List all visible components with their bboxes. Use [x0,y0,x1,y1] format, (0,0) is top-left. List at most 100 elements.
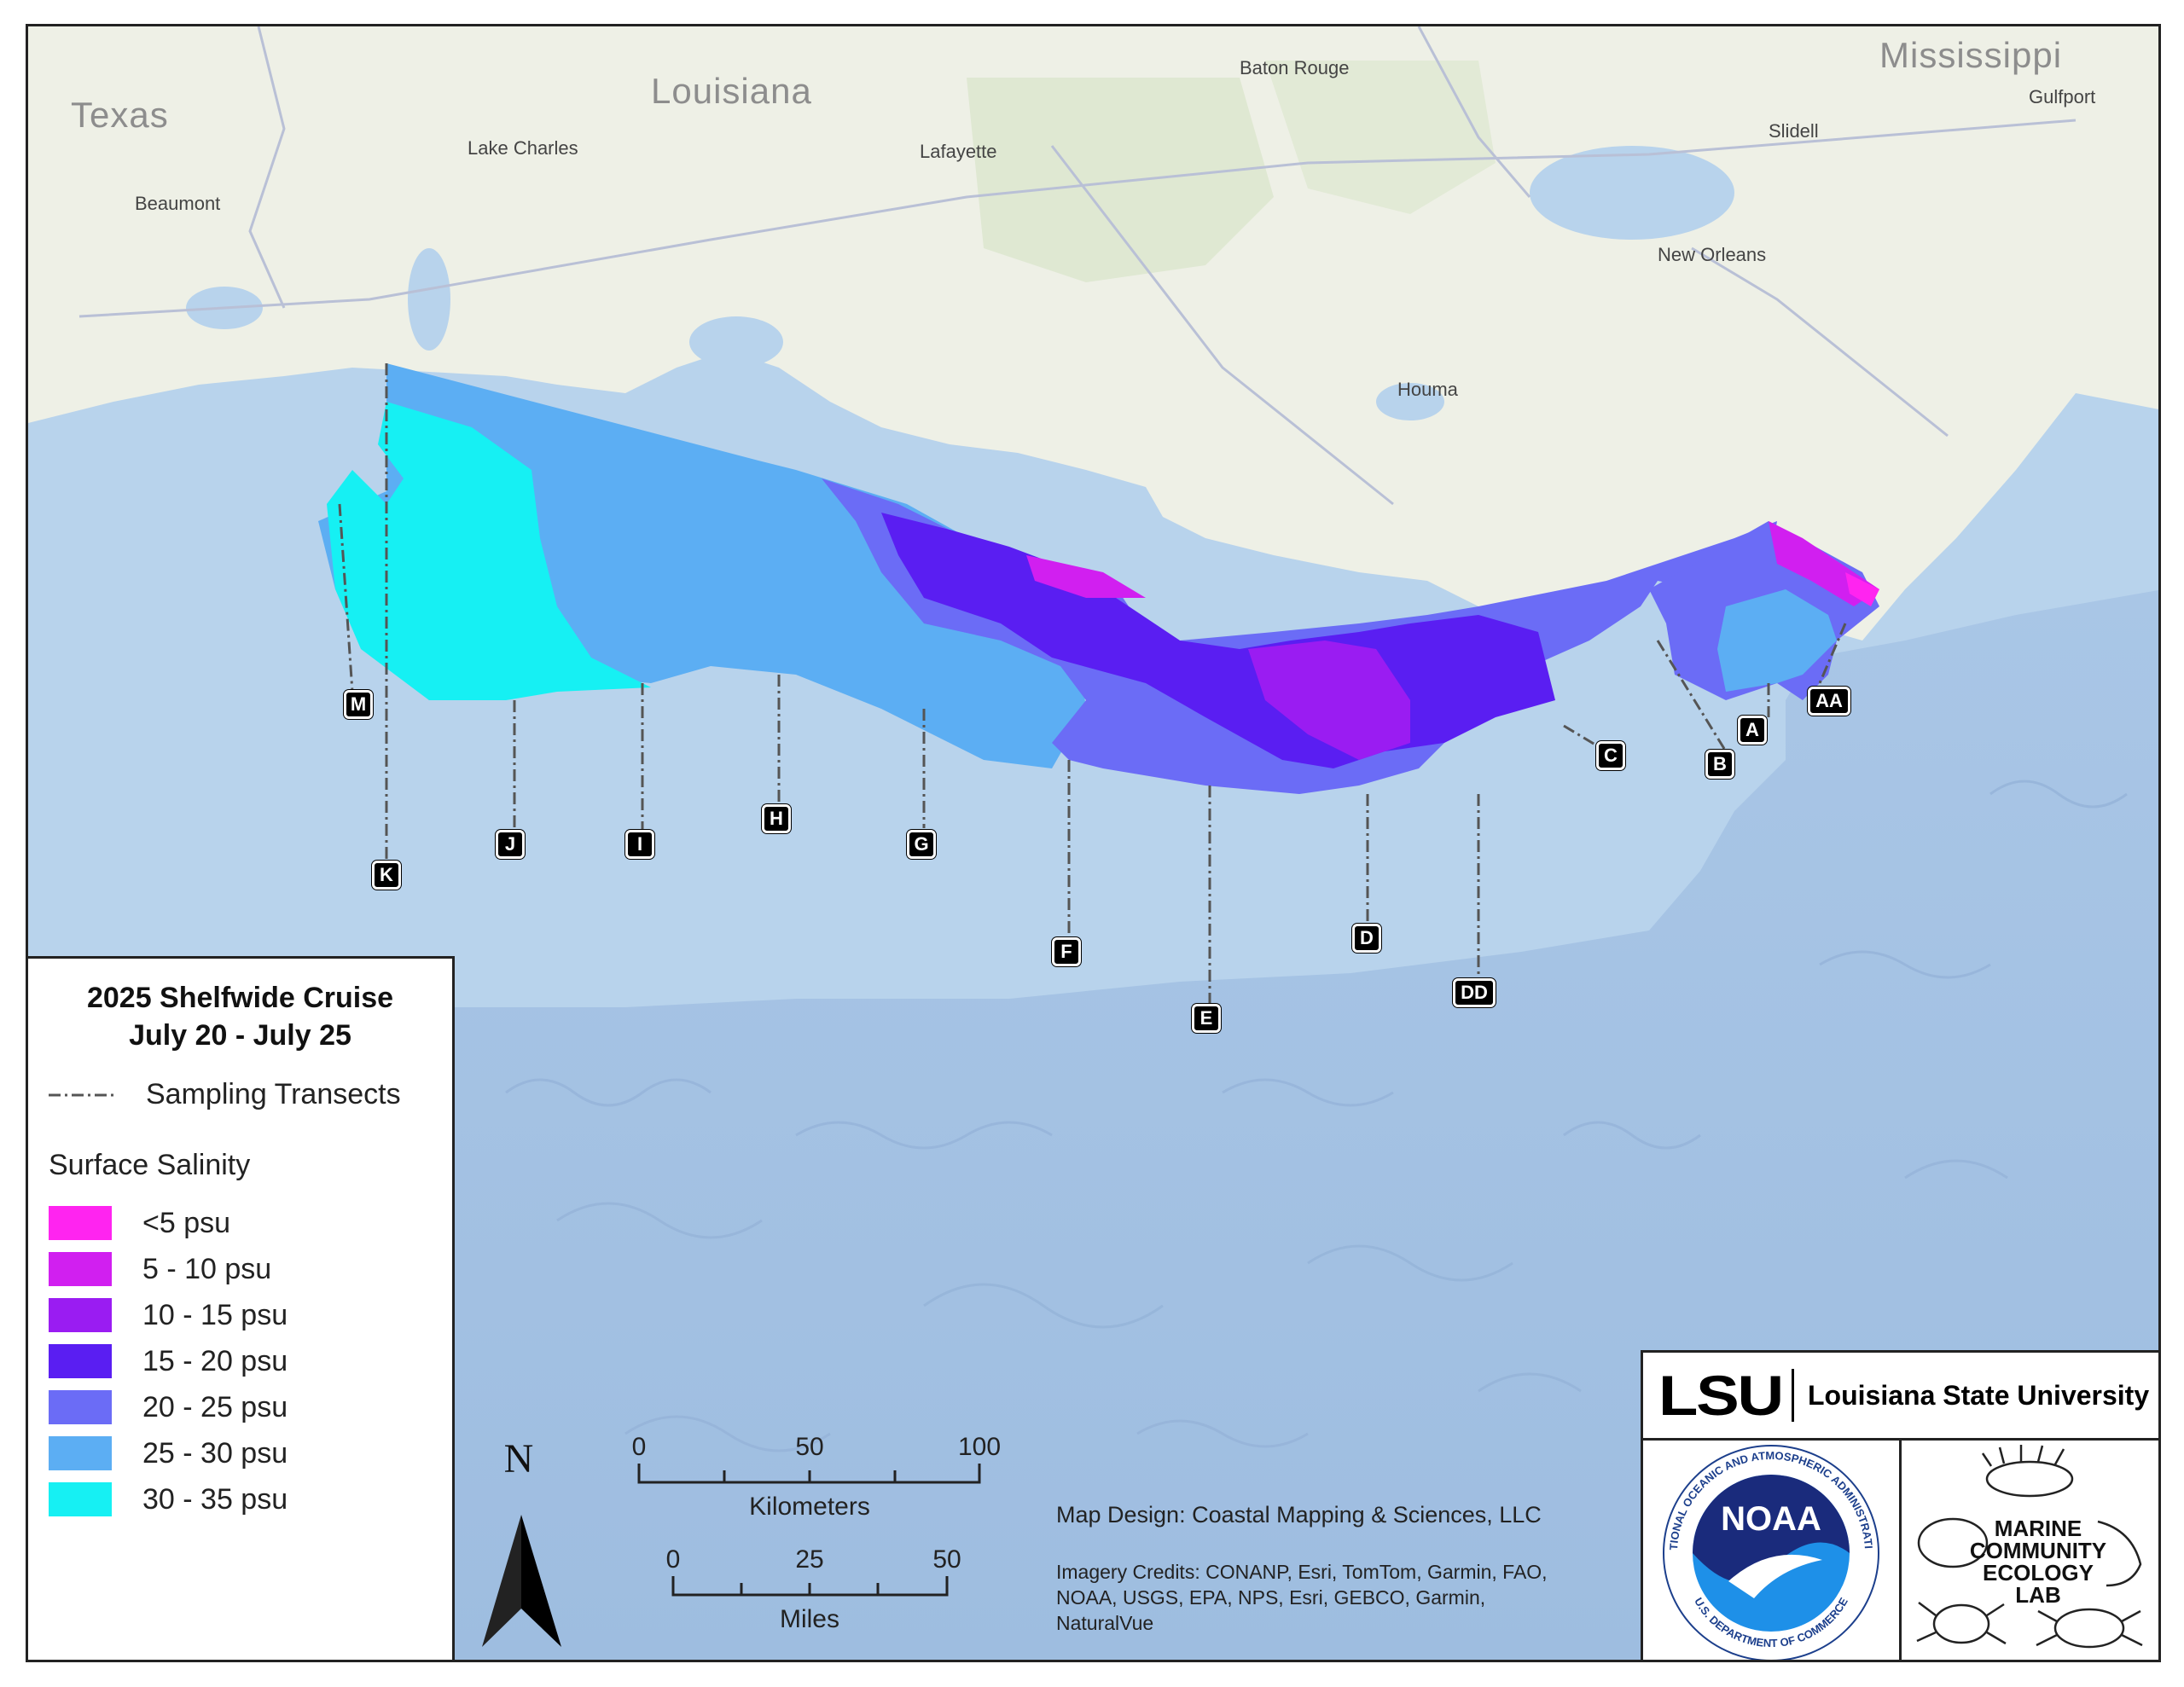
legend-swatch [49,1298,112,1332]
legend-classes: <5 psu 5 - 10 psu 10 - 15 psu 15 - 20 ps… [49,1206,432,1516]
legend-label: <5 psu [142,1206,231,1239]
transect-label-b[interactable]: B [1705,750,1734,779]
place-label-houma: Houma [1397,379,1458,400]
land-vegetation [967,78,1274,282]
lake-pontchartrain [1530,146,1734,240]
legend-swatch [49,1482,112,1516]
place-label-texas: Texas [71,95,169,135]
logo-panel: LSU Louisiana State University NATIONAL … [1639,1350,2158,1660]
mi-tick-label: 50 [932,1545,961,1574]
legend-title-line2: July 20 - July 25 [129,1019,351,1052]
salinity-30-35 [327,402,651,700]
place-label-beaumont: Beaumont [135,193,221,214]
place-label-slidell: Slidell [1769,120,1819,142]
map-frame[interactable]: Texas Louisiana Mississippi Baton Rouge … [26,24,2161,1662]
lsu-name: Louisiana State University [1808,1379,2150,1411]
transect-label-h[interactable]: H [762,804,791,833]
transect-label-k[interactable]: K [372,861,401,890]
legend-label: 25 - 30 psu [142,1436,288,1470]
transect-label-dd[interactable]: DD [1453,978,1496,1007]
transect-label-g[interactable]: G [907,830,936,859]
km-label: Kilometers [749,1493,870,1521]
transect-label-a[interactable]: A [1738,716,1767,745]
lake [1376,383,1444,420]
salinity-25-30-east [1717,589,1837,692]
transect-lines [338,363,1847,1007]
salinity-20-25 [822,478,1777,794]
transect-label-c[interactable]: C [1596,741,1625,770]
legend-label: 30 - 35 psu [142,1482,288,1516]
place-label-gulfport: Gulfport [2029,86,2096,107]
north-arrow-icon: N [482,1436,561,1647]
roads-rivers [78,26,2077,506]
map-design-credit: Map Design: Coastal Mapping & Sciences, … [1056,1502,1542,1528]
legend-label: 20 - 25 psu [142,1390,288,1423]
lsu-logo[interactable]: LSU Louisiana State University [1643,1353,2158,1441]
map-credits: Map Design: Coastal Mapping & Sciences, … [1056,1502,1653,1636]
lsu-divider [1792,1369,1794,1422]
mcel-line3: ECOLOGY [1983,1560,2094,1586]
seafloor-texture [505,780,2128,1452]
legend-item: 30 - 35 psu [49,1482,432,1516]
place-label-lake-charles: Lake Charles [468,137,578,159]
salinity-10-15 [1248,641,1410,760]
transect-key: Sampling Transects [49,1078,432,1111]
transect-label-aa[interactable]: AA [1808,687,1850,716]
legend-swatch [49,1252,112,1286]
transect-line-symbol [49,1093,117,1096]
salinity-header: Surface Salinity [49,1149,251,1181]
salinity-lt5-east [1845,572,1879,606]
legend-item: 5 - 10 psu [49,1252,432,1286]
mcel-logo[interactable]: MARINE COMMUNITY ECOLOGY LAB [1902,1441,2158,1660]
scale-bar: 0 50 100 Kilometers 0 25 50 Miles [600,1429,1077,1660]
land-vegetation [1265,61,1496,214]
place-label-lafayette: Lafayette [920,141,997,162]
salinity-5-10 [1026,555,1146,598]
scale-bar-graphic: 0 50 100 Kilometers 0 25 50 Miles [632,1433,1001,1633]
legend-item: 20 - 25 psu [49,1390,432,1424]
mi-label: Miles [780,1605,839,1633]
noaa-logo[interactable]: NATIONAL OCEANIC AND ATMOSPHERIC ADMINIS… [1639,1430,1902,1660]
legend-swatch [49,1436,112,1470]
mcel-line1: MARINE [1995,1516,2082,1541]
mcel-line2: COMMUNITY [1970,1538,2106,1563]
legend-item: 15 - 20 psu [49,1344,432,1378]
legend-swatch [49,1390,112,1424]
salinity-polygons [318,363,1879,794]
transect-label-j[interactable]: J [496,830,525,859]
transects-label: Sampling Transects [146,1078,401,1110]
place-label-new-orleans: New Orleans [1658,244,1767,265]
noaa-emblem-icon: NATIONAL OCEANIC AND ATMOSPHERIC ADMINIS… [1639,1430,1879,1660]
legend-label: 5 - 10 psu [142,1252,272,1285]
transect-label-i[interactable]: I [625,830,654,859]
noaa-word: NOAA [1721,1500,1821,1538]
place-label-louisiana: Louisiana [651,71,812,111]
transect-label-f[interactable]: F [1052,937,1081,966]
mi-tick-label: 25 [795,1545,823,1574]
mcel-emblem-icon: MARINE COMMUNITY ECOLOGY LAB [1916,1445,2143,1649]
north-label: N [504,1436,534,1481]
north-arrow: N [472,1429,574,1651]
mi-tick-label: 0 [666,1545,681,1574]
legend-label: 15 - 20 psu [142,1344,288,1377]
legend: 2025 Shelfwide Cruise July 20 - July 25 … [28,956,455,1660]
legend-item: 10 - 15 psu [49,1298,432,1332]
km-tick-label: 100 [958,1433,1001,1461]
imagery-credit: Imagery Credits: CONANP, Esri, TomTom, G… [1056,1561,1548,1634]
place-label-mississippi: Mississippi [1879,35,2063,75]
transect-label-m[interactable]: M [344,690,373,719]
lake [689,316,783,368]
transect-label-e[interactable]: E [1192,1004,1221,1033]
legend-title: 2025 Shelfwide Cruise July 20 - July 25 [49,979,432,1054]
km-tick-label: 0 [632,1433,647,1461]
transect-label-d[interactable]: D [1352,924,1381,953]
km-tick-label: 50 [795,1433,823,1461]
lake [408,248,450,351]
legend-title-line1: 2025 Shelfwide Cruise [86,982,394,1014]
place-label-baton-rouge: Baton Rouge [1240,57,1350,78]
legend-swatch [49,1344,112,1378]
legend-item: 25 - 30 psu [49,1436,432,1470]
legend-label: 10 - 15 psu [142,1298,288,1331]
lsu-wordmark: LSU [1658,1364,1784,1427]
legend-swatch [49,1206,112,1240]
